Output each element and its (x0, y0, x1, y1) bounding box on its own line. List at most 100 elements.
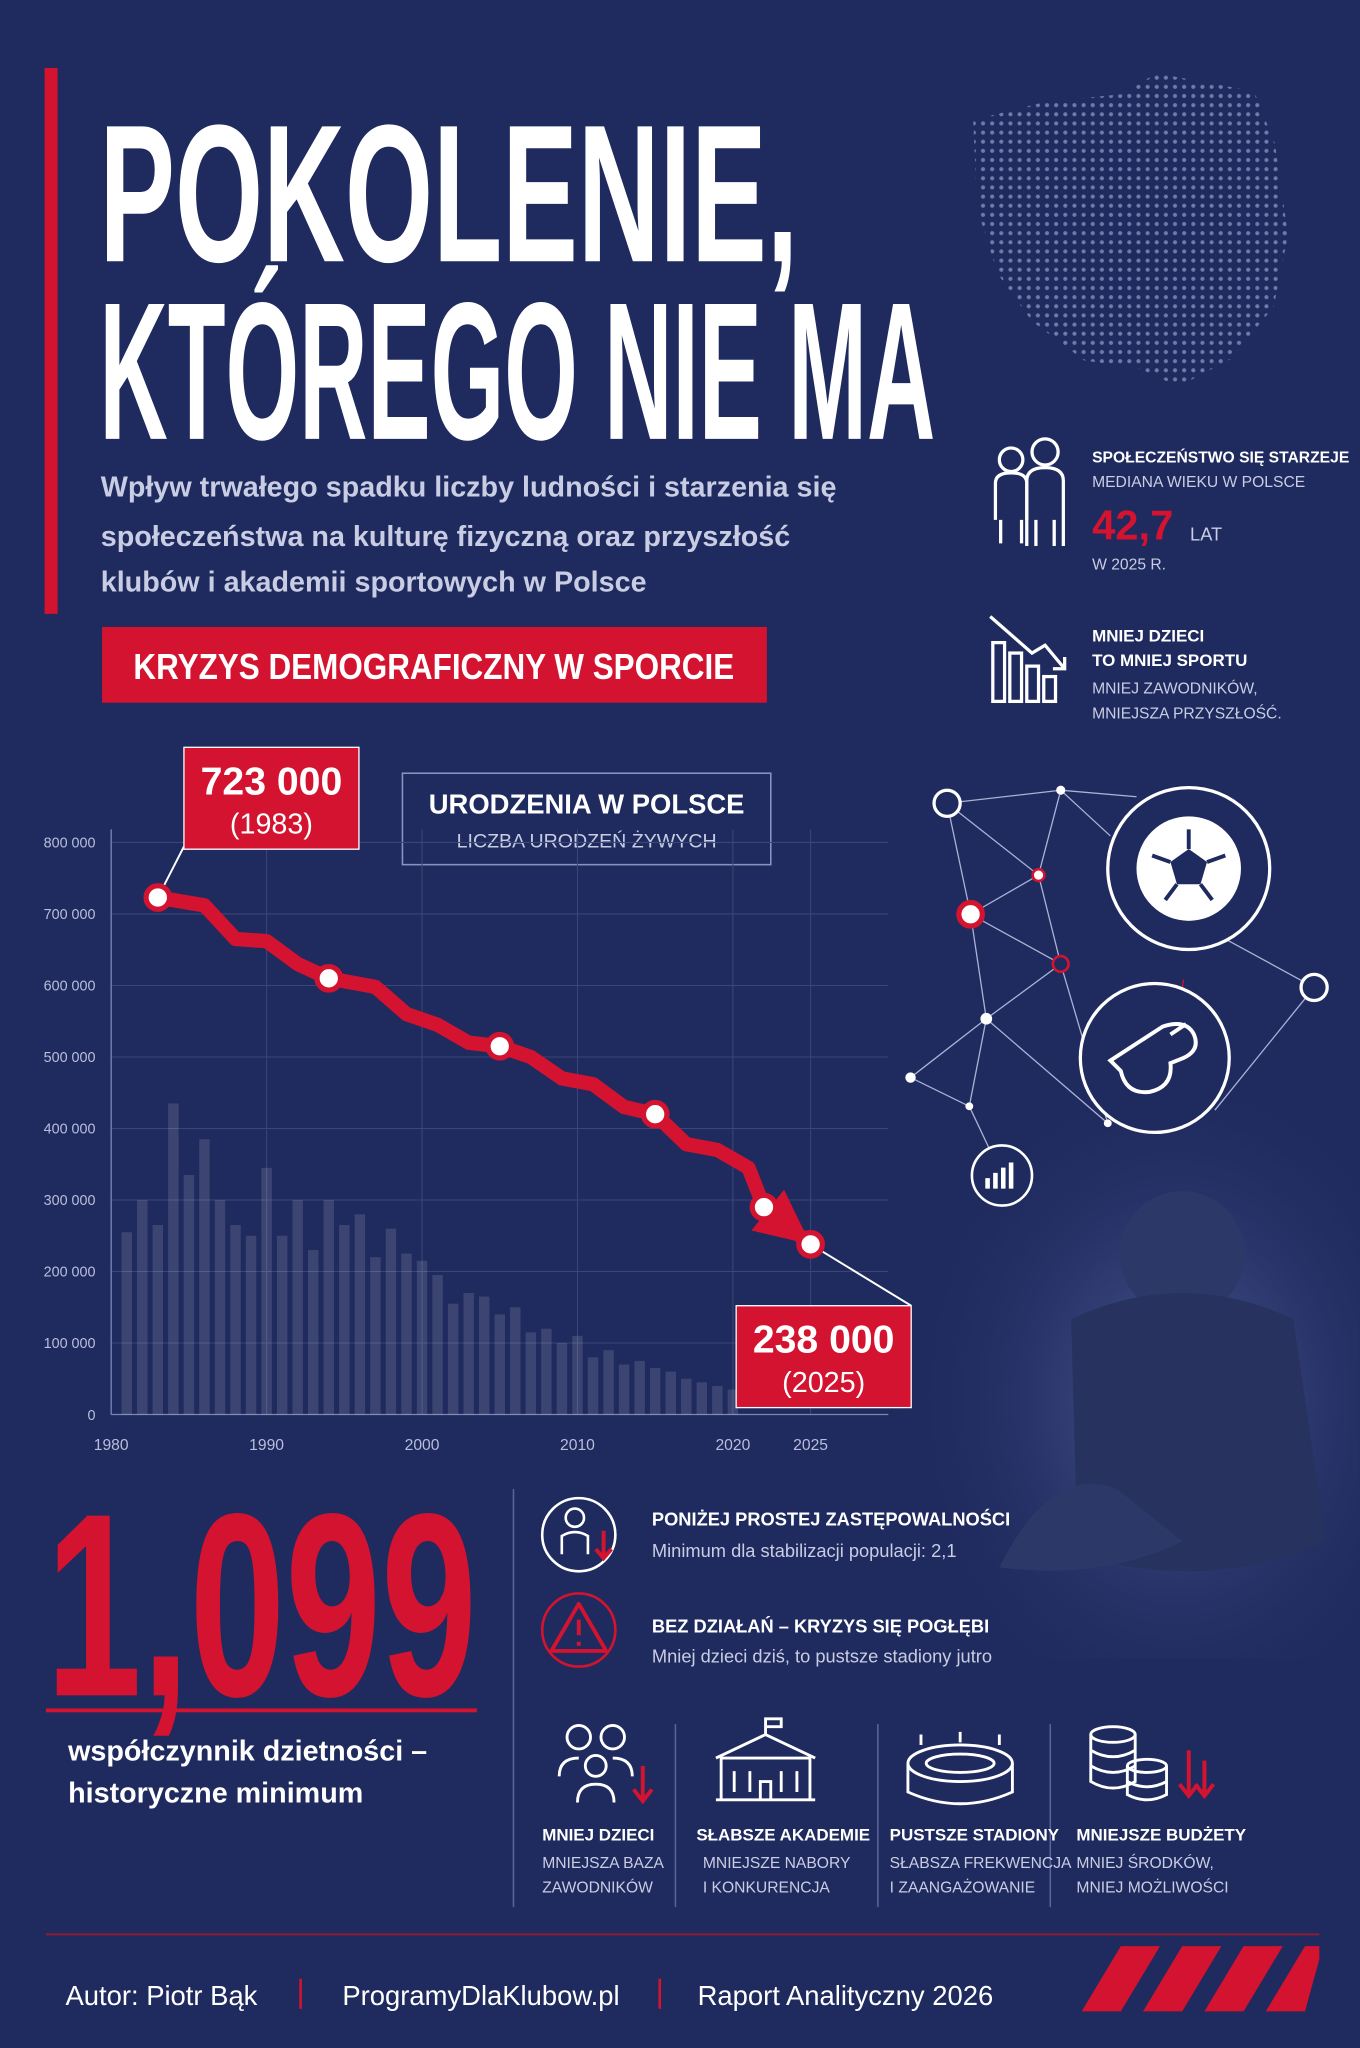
impact-icon-part (906, 1731, 1014, 1806)
y-tick-label: 700 000 (44, 907, 96, 923)
accent-bar (44, 67, 58, 614)
network-nodes-part (985, 1162, 1014, 1189)
bar (152, 1225, 164, 1415)
bar (199, 1139, 210, 1415)
footer-item: Autor: Piotr Bąk (65, 1980, 257, 2011)
x-tick-label: 2010 (560, 1437, 595, 1454)
map (973, 73, 1288, 387)
bar (463, 1292, 474, 1415)
alert-icon-part (594, 1530, 613, 1562)
chart-title: URODZENIA W POLSCE (429, 789, 745, 820)
fertility-caption: historyczne minimum (68, 1777, 363, 1809)
title: POKOLENIE, (99, 84, 798, 303)
x-tick-label: 1980 (94, 1437, 129, 1454)
point (485, 1031, 515, 1061)
bar (276, 1235, 288, 1415)
banner-text: KRYZYS DEMOGRAFICZNY W SPORCIE (133, 646, 734, 687)
network-nodes-part (1031, 867, 1046, 883)
bar (121, 1232, 132, 1415)
fewer-text: MNIEJSZA PRZYSZŁOŚĆ. (1092, 703, 1282, 722)
callout-year: (2025) (782, 1367, 865, 1399)
photo (901, 1084, 1360, 1659)
photo-part (999, 1483, 1183, 1571)
banner (102, 626, 767, 703)
alert-icon-part (549, 1601, 609, 1653)
impact-title: SŁABSZE AKADEMIE (696, 1825, 870, 1844)
x-tick-label: 2025 (793, 1437, 828, 1454)
fertility-caption: współczynnik dzietności – (67, 1736, 427, 1768)
x-tick-label: 2000 (405, 1437, 440, 1454)
bar (494, 1314, 505, 1415)
y-tick-label: 0 (88, 1408, 96, 1424)
bar (618, 1364, 630, 1415)
photo-part (1119, 1191, 1245, 1317)
bar (603, 1350, 614, 1415)
bar (354, 1214, 366, 1415)
alert-icon-part (540, 1592, 617, 1668)
network-nodes-part (1170, 848, 1208, 885)
bar (230, 1225, 241, 1415)
bar (323, 1200, 335, 1415)
bar (370, 1257, 381, 1415)
bar (510, 1307, 521, 1415)
impact-text: MNIEJSZE NABORY (703, 1855, 851, 1872)
y-tick-label: 600 000 (44, 979, 96, 995)
bar (416, 1260, 428, 1415)
network-nodes-part (905, 1072, 916, 1083)
bar (478, 1296, 490, 1415)
impact-icon-part (732, 1771, 799, 1800)
aging-note: W 2025 R. (1092, 556, 1166, 573)
decline-icon-part (1008, 651, 1024, 704)
chart-subtitle: LICZBA URODZEŃ ŻYWYCH (457, 830, 717, 853)
alert-icon-part (560, 1530, 590, 1555)
bar (137, 1200, 148, 1415)
chart: 0 100 000 200 000 300 000 400 000 500 000 600 … (44, 746, 912, 1454)
impact-icon-part (1089, 1734, 1137, 1790)
bar (727, 1389, 739, 1415)
impact-icon (906, 1731, 1014, 1806)
network-nodes-part (1103, 1119, 1112, 1128)
network-nodes-part (1056, 785, 1066, 795)
bar (292, 1200, 303, 1415)
network-nodes-part (1299, 972, 1329, 1003)
arrow-head (751, 1189, 811, 1245)
map-part (973, 73, 1288, 387)
alert-icon (540, 1496, 617, 1573)
y-tick-label: 100 000 (44, 1336, 96, 1352)
data-label: 238 000 (753, 1319, 895, 1362)
x-tick-label: 2020 (715, 1437, 750, 1454)
data-label: 723 000 (201, 760, 343, 803)
alert-text: Minimum dla stabilizacji populacji: 2,1 (652, 1540, 957, 1561)
photo-part (1071, 1293, 1326, 1572)
bar (572, 1335, 583, 1415)
y-tick-label: 400 000 (44, 1122, 96, 1138)
network-nodes (905, 785, 1329, 1207)
slashes-part (1265, 1946, 1320, 2012)
alert-title: PONIŻEJ PROSTEJ ZASTĘPOWALNOŚCI (652, 1509, 1010, 1530)
bar (308, 1250, 319, 1415)
network-nodes-part (956, 899, 985, 929)
bar (339, 1225, 350, 1415)
network-nodes-part (1051, 954, 1070, 974)
impact-icon (1089, 1725, 1216, 1802)
decline-icon (989, 615, 1067, 704)
callout (183, 746, 360, 850)
y-tick-label: 800 000 (44, 836, 96, 852)
y-tick-label: 500 000 (44, 1050, 96, 1066)
bar (245, 1235, 257, 1415)
network-nodes-part (1078, 981, 1231, 1135)
alert-icon (540, 1592, 617, 1668)
alert-icon-part (540, 1496, 617, 1573)
impact-title: MNIEJ DZIECI (542, 1825, 654, 1844)
aging-title: SPOŁECZEŃSTWO SIĘ STARZEJE (1092, 447, 1349, 466)
bar (541, 1328, 552, 1415)
impact-icon-part (1178, 1750, 1216, 1800)
impact-icon (557, 1723, 654, 1805)
subtitle: Wpływ trwałego spadku liczby ludności i … (101, 471, 837, 503)
impact-text: MNIEJ MOŻLIWOŚCI (1076, 1878, 1228, 1897)
impact-icon-part (715, 1717, 816, 1802)
subtitle: społeczeństwa na kulturę fizyczną oraz p… (101, 521, 791, 553)
bar (649, 1368, 661, 1415)
footer-item: Raport Analityczny 2026 (698, 1980, 994, 2011)
